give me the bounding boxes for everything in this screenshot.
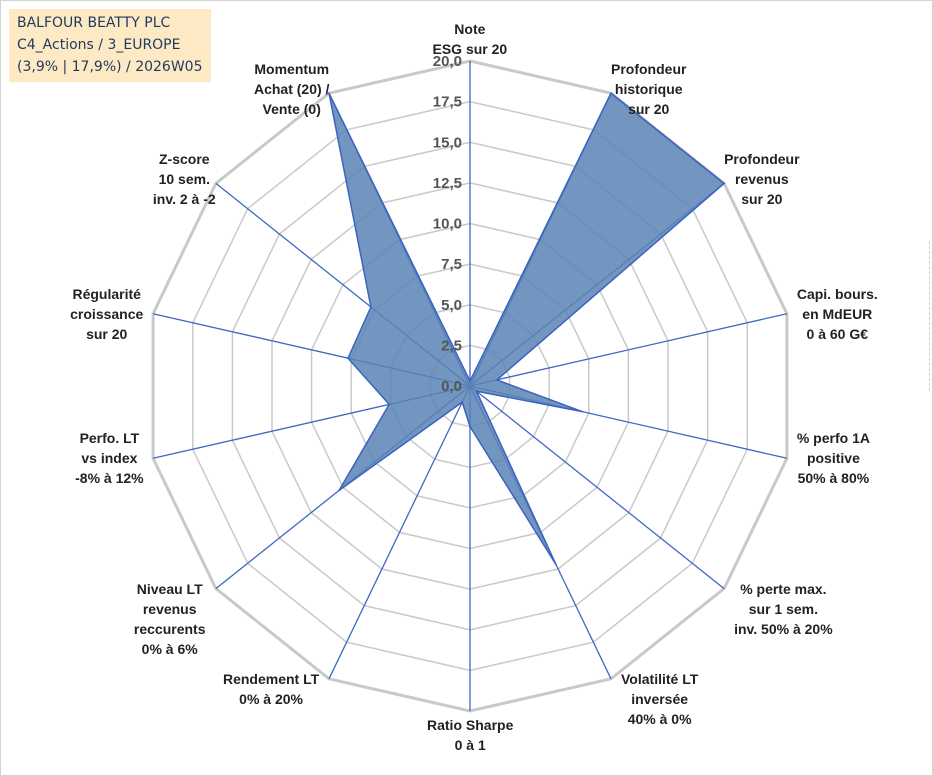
axis-label-10: Perfo. LT vs index -8% à 12% [75, 428, 143, 488]
axis-label-line: Volatilité LT [621, 670, 699, 687]
chart-title-company: BALFOUR BEATTY PLC [17, 15, 171, 31]
axis-label-line: Capi. bours. [796, 285, 878, 302]
tick-label-7: 17,5 [433, 94, 462, 111]
data-point-1 [610, 92, 612, 94]
tick-label-6: 15,0 [433, 134, 462, 151]
axis-label-3: Capi. bours. en MdEUR 0 à 60 G€ [797, 284, 878, 344]
axis-label-11: Régularité croissance sur 20 [70, 284, 143, 344]
tick-label-5: 12,5 [433, 175, 462, 192]
axis-label-line: Régularité [72, 285, 141, 302]
axis-label-line: sur 20 [86, 325, 128, 342]
axis-label-line: ESG sur 20 [432, 41, 508, 57]
axis-label-line: Z-score [158, 151, 210, 168]
axis-label-13: Momentum Achat (20) / Vente (0) [254, 59, 329, 119]
tick-label-2: 5,0 [441, 297, 462, 314]
series-area [328, 92, 726, 565]
axis-label-5: % perte max. sur 1 sem. inv. 50% à 20% [734, 579, 833, 639]
axis-label-line: Rendement LT [222, 670, 320, 687]
data-point-11 [347, 357, 349, 360]
axis-label-7: Ratio Sharpe 0 à 1 [427, 715, 513, 755]
spoke-8 [328, 385, 471, 680]
axis-label-8: Rendement LT 0% à 20% [223, 669, 319, 709]
chart-title-category: C4_Actions / 3_EUROPE [17, 37, 181, 53]
axis-label-line: 0% à 20% [239, 690, 303, 707]
data-point-6 [555, 563, 557, 566]
axis-label-line: -8% à 12% [75, 470, 144, 487]
axis-label-line: vs index [81, 450, 138, 467]
axis-label-line: 10 sem. [158, 171, 210, 188]
data-point-9 [338, 489, 340, 492]
axis-label-line: sur 1 sem. [748, 600, 819, 617]
spoke-3 [469, 313, 788, 387]
axis-label-line: Ratio Sharpe [427, 717, 514, 733]
data-point-2 [723, 182, 725, 185]
axis-label-line: 0 à 60 G€ [806, 325, 869, 342]
axis-label-4: % perfo 1A positive 50% à 80% [797, 428, 870, 488]
axis-label-line: Note [454, 21, 486, 37]
tick-label-4: 10,0 [433, 216, 462, 233]
data-point-8 [461, 401, 464, 403]
data-point-4 [581, 410, 584, 413]
axis-label-line: positive [806, 450, 860, 467]
axis-label-line: Niveau LT [136, 580, 203, 597]
axis-label-line: sur 20 [628, 101, 670, 118]
axis-label-line: Achat (20) / [253, 81, 330, 98]
axis-label-line: reccurents [133, 620, 206, 637]
data-point-7 [469, 425, 471, 428]
axis-label-line: 0% à 6% [141, 640, 198, 657]
axis-label-line: revenus [142, 600, 197, 617]
axis-label-2: Profondeur revenus sur 20 [724, 149, 799, 209]
axis-label-line: Vente (0) [262, 101, 321, 118]
chart-title-detail: (3,9% | 17,9%) / 2026W05 [17, 59, 203, 75]
axis-label-line: croissance [70, 305, 144, 322]
scroll-indicator [926, 241, 930, 391]
data-point-13 [328, 92, 330, 94]
axis-label-line: inv. 2 à -2 [152, 191, 216, 208]
axis-label-line: 0 à 1 [454, 737, 486, 753]
data-point-12 [370, 306, 372, 308]
data-point-3 [496, 379, 498, 381]
axis-label-line: Perfo. LT [79, 430, 140, 447]
axis-label-line: % perte max. [740, 580, 827, 597]
axis-label-9: Niveau LT revenus reccurents 0% à 6% [134, 579, 206, 659]
axis-label-12: Z-score 10 sem. inv. 2 à -2 [153, 149, 216, 209]
data-point-10 [388, 403, 391, 406]
tick-label-1: 2,5 [441, 337, 462, 354]
axis-label-line: en MdEUR [802, 305, 873, 322]
axis-label-line: Momentum [254, 61, 330, 78]
axis-label-line: Profondeur [611, 61, 687, 78]
tick-label-8: 20,0 [433, 53, 462, 70]
axis-label-line: 40% à 0% [627, 710, 692, 727]
tick-label-0: 0,0 [441, 378, 462, 395]
chart-title-box: BALFOUR BEATTY PLC C4_Actions / 3_EUROPE… [9, 9, 211, 82]
tick-layer: 0,0 2,5 5,0 7,5 10,0 12,5 15,0 17,5 20,0 [433, 53, 462, 395]
axis-label-0: Note ESG sur 20 [433, 19, 508, 59]
axis-label-line: historique [614, 81, 683, 98]
axis-label-line: 50% à 80% [797, 470, 870, 487]
axis-label-1: Profondeur historique sur 20 [611, 59, 686, 119]
axis-label-line: inv. 50% à 20% [734, 620, 833, 637]
axis-label-line: inversée [631, 690, 689, 707]
axis-label-line: % perfo 1A [796, 430, 870, 447]
axis-label-line: revenus [734, 171, 789, 188]
data-point-0 [469, 380, 471, 382]
tick-label-3: 7,5 [441, 256, 462, 273]
axis-label-line: Profondeur [724, 151, 800, 168]
series-layer [328, 92, 726, 566]
spoke-5 [469, 385, 725, 590]
axis-label-6: Volatilité LT inversée 40% à 0% [621, 669, 698, 729]
axis-label-line: sur 20 [741, 191, 783, 208]
data-point-5 [475, 390, 478, 392]
